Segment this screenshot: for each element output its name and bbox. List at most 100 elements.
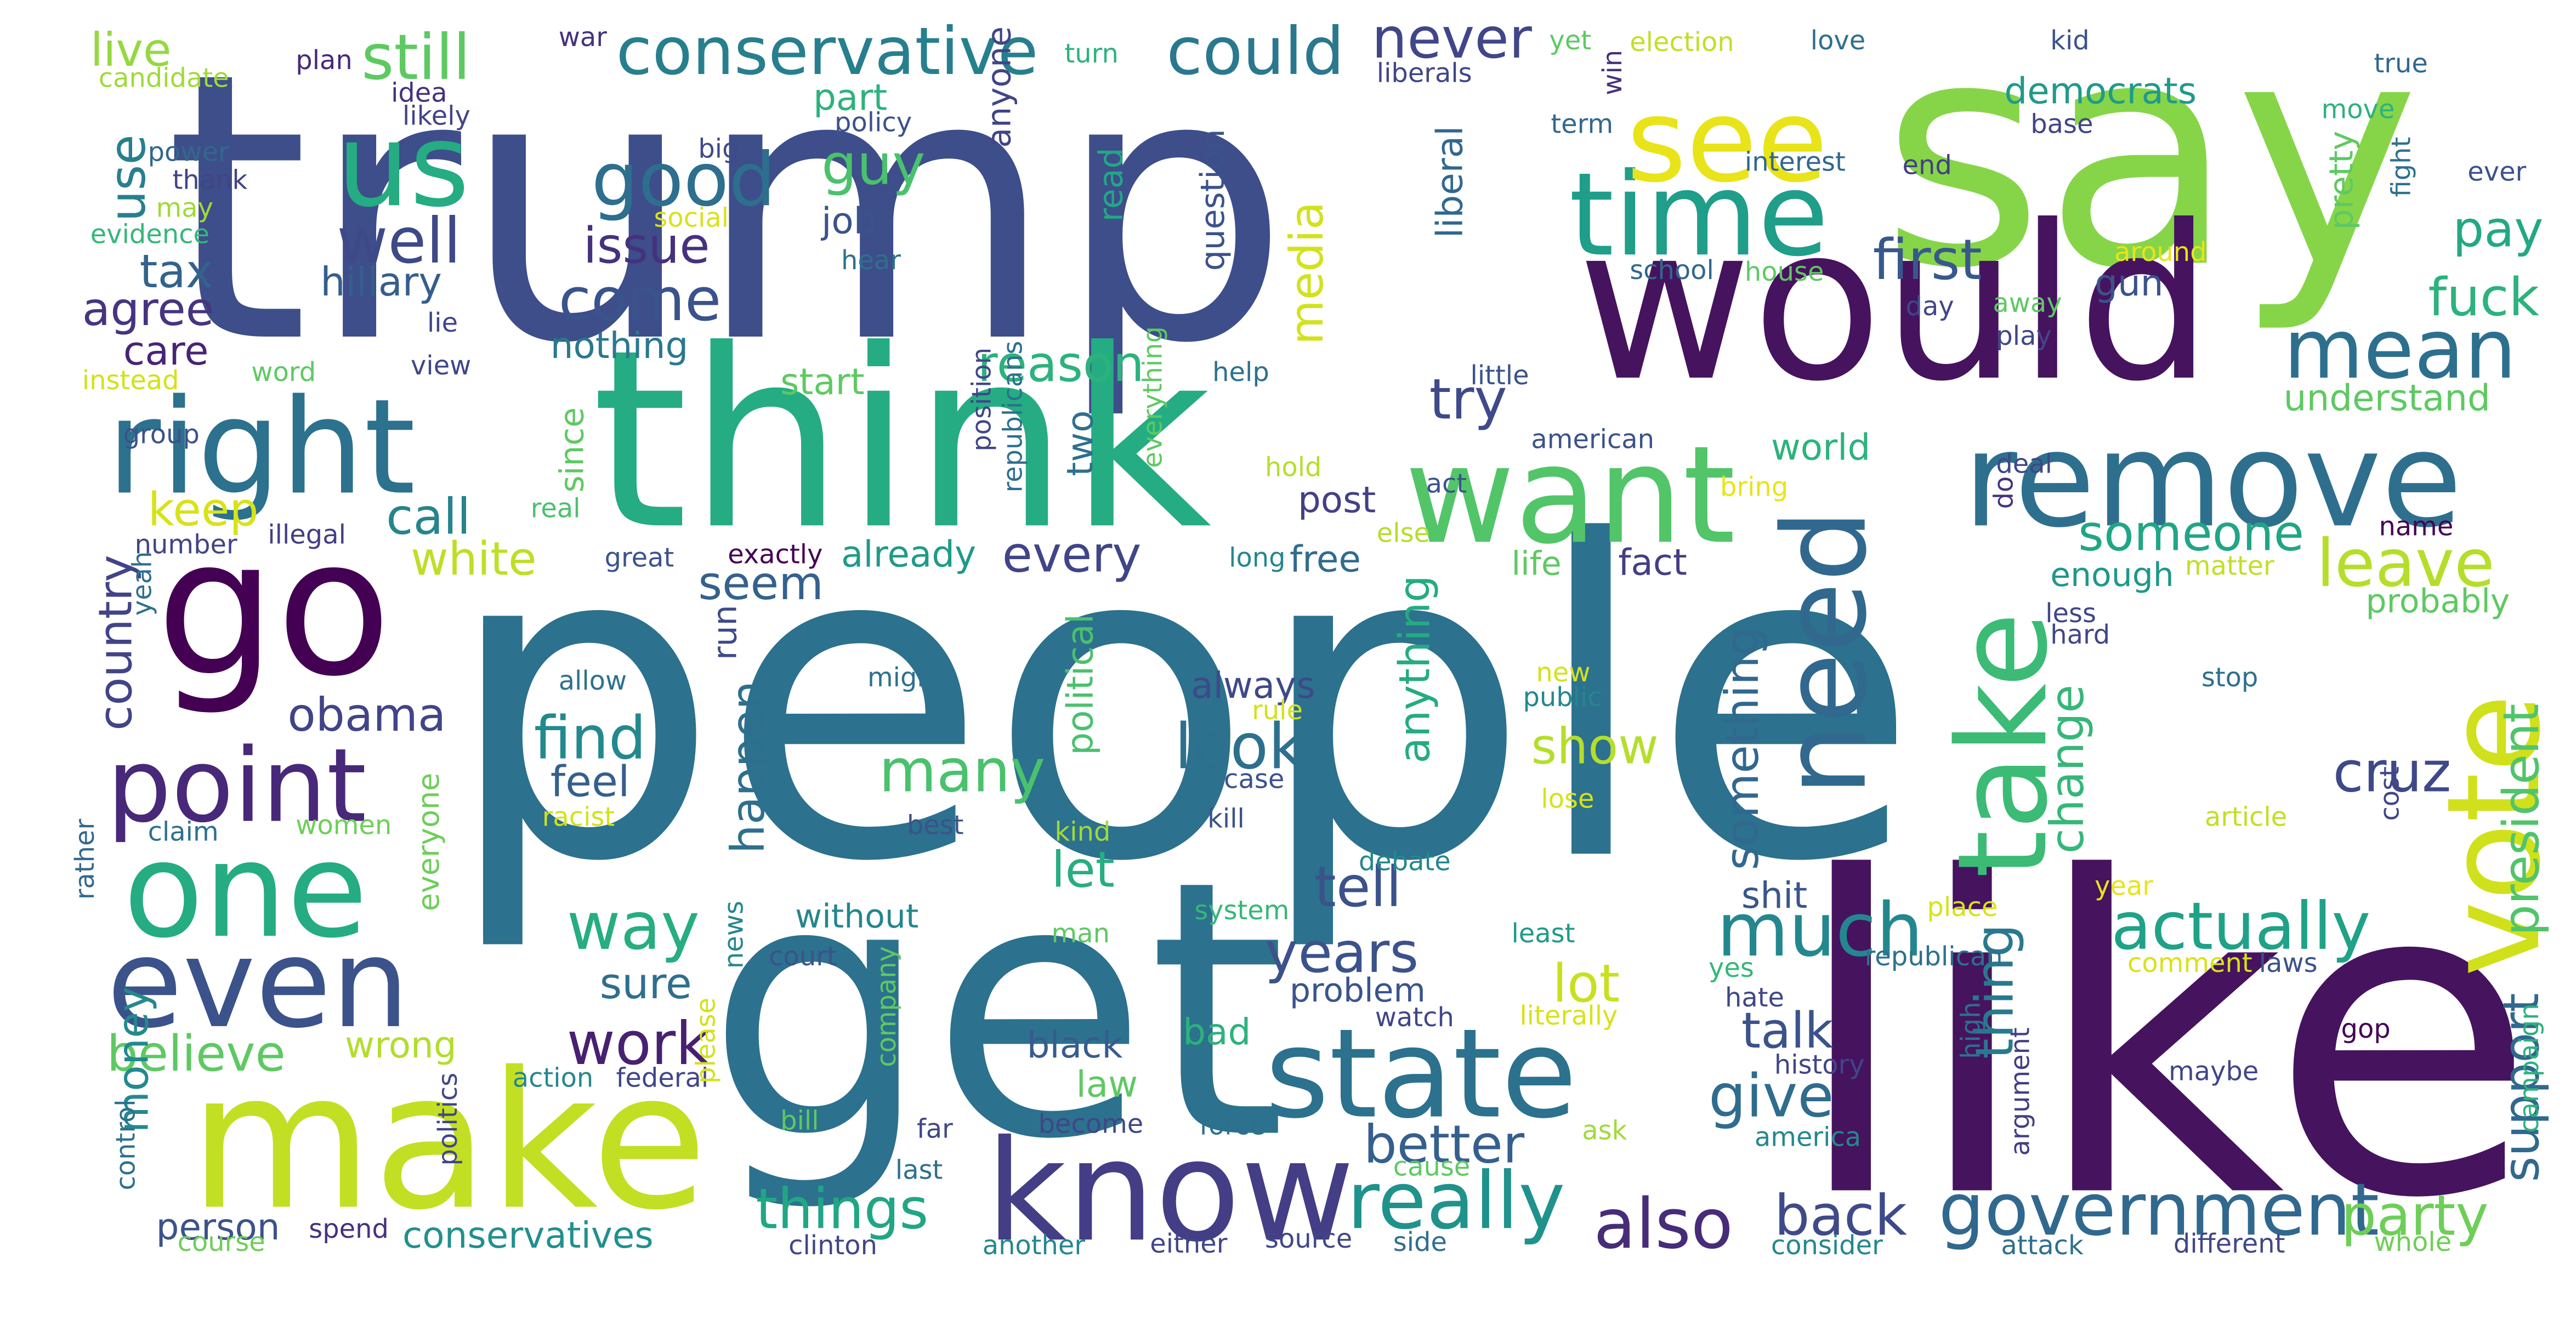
word-cause: cause	[1393, 1152, 1471, 1182]
word-away: away	[1993, 288, 2062, 318]
word-candidate: candidate	[99, 64, 229, 94]
word-fuck: fuck	[2428, 266, 2539, 328]
word-around: around	[2114, 237, 2206, 268]
word-pretty: pretty	[2323, 131, 2361, 230]
word-far: far	[917, 1114, 953, 1145]
word-obama: obama	[287, 688, 446, 742]
word-things: things	[756, 1176, 928, 1242]
word-news: news	[719, 901, 749, 969]
word-question: question	[1194, 129, 1232, 271]
word-come: come	[559, 266, 722, 334]
word-evidence: evidence	[90, 219, 209, 249]
word-well: well	[337, 204, 461, 277]
word-go: go	[156, 498, 392, 718]
word-start: start	[780, 361, 864, 403]
word-position: position	[967, 348, 997, 452]
word-think: think	[592, 297, 1212, 583]
word-liberals: liberals	[1377, 59, 1472, 89]
word-black: black	[1027, 1024, 1123, 1066]
word-call: call	[386, 488, 470, 545]
word-thank: thank	[173, 165, 248, 195]
word-least: least	[1511, 919, 1575, 949]
word-since: since	[553, 407, 592, 493]
word-cost: cost	[2375, 766, 2405, 821]
word-control: control	[111, 1099, 141, 1190]
word-job: job	[820, 200, 876, 242]
word-matter: matter	[2185, 551, 2274, 581]
word-try: try	[1429, 367, 1507, 433]
word-yet: yet	[1549, 26, 1591, 56]
word-media: media	[1280, 202, 1334, 345]
word-stop: stop	[2201, 663, 2258, 693]
word-republicans: republicans	[998, 341, 1029, 493]
word-clinton: clinton	[788, 1231, 877, 1261]
word-change: change	[2040, 685, 2094, 854]
word-money: money	[109, 987, 158, 1133]
word-conservatives: conservatives	[402, 1214, 654, 1256]
word-cruz: cruz	[2333, 740, 2452, 805]
word-read: read	[1092, 147, 1130, 221]
word-without: without	[795, 897, 918, 936]
word-idea: idea	[391, 78, 447, 109]
word-better: better	[1364, 1113, 1525, 1175]
word-whole: whole	[2374, 1227, 2452, 1258]
word-history: history	[1774, 1050, 1865, 1080]
word-instead: instead	[82, 366, 179, 396]
word-another: another	[983, 1231, 1086, 1261]
word-american: american	[1531, 425, 1654, 455]
word-hillary: hillary	[320, 259, 442, 305]
word-state: state	[1265, 1002, 1577, 1146]
word-love: love	[1811, 26, 1865, 56]
word-source: source	[1265, 1224, 1352, 1254]
word-vote: vote	[2420, 694, 2569, 977]
word-problem: problem	[1290, 971, 1426, 1010]
word-view: view	[411, 351, 471, 381]
word-back: back	[1774, 1183, 1907, 1248]
word-really: really	[1347, 1155, 1565, 1247]
word-life: life	[1511, 544, 1561, 583]
word-hear: hear	[841, 246, 901, 276]
word-anything: anything	[1391, 575, 1440, 763]
word-republican: republican	[1865, 942, 2003, 972]
word-many: many	[879, 737, 1045, 806]
word-trump: trump	[164, 0, 1290, 424]
word-watch: watch	[1375, 1003, 1454, 1033]
word-action: action	[513, 1063, 593, 1094]
word-mean: mean	[2284, 302, 2517, 397]
word-claim: claim	[148, 817, 219, 847]
word-reason: reason	[978, 336, 1144, 393]
word-see: see	[1626, 74, 1828, 208]
word-less: less	[2045, 599, 2096, 629]
word-yes: yes	[1709, 953, 1754, 983]
word-base: base	[2030, 110, 2093, 140]
word-number: number	[135, 530, 237, 560]
word-bring: bring	[1720, 473, 1788, 503]
word-actually: actually	[2111, 889, 2370, 965]
word-end: end	[1903, 150, 1952, 180]
word-law: law	[1076, 1063, 1138, 1106]
word-article: article	[2205, 803, 2287, 833]
word-real: real	[531, 493, 581, 524]
word-great: great	[605, 543, 674, 573]
word-win: win	[1598, 50, 1628, 95]
word-nothing: nothing	[551, 325, 689, 367]
word-use: use	[100, 134, 157, 221]
word-two: two	[1059, 411, 1101, 476]
word-ask: ask	[1582, 1116, 1627, 1146]
word-do: do	[1989, 476, 2019, 509]
word-world: world	[1771, 426, 1870, 469]
word-would: would	[1577, 180, 2212, 428]
word-look: look	[1174, 710, 1304, 783]
word-allow: allow	[559, 666, 627, 696]
word-company: company	[872, 946, 902, 1067]
word-new: new	[1536, 658, 1590, 688]
word-attack: attack	[2001, 1231, 2084, 1261]
word-thing: thing	[1964, 924, 2025, 1059]
word-please: please	[691, 998, 721, 1084]
word-political: political	[1059, 614, 1101, 755]
word-get: get	[706, 805, 1286, 1216]
word-good: good	[592, 136, 776, 223]
word-pay: pay	[2453, 201, 2543, 258]
word-course: course	[178, 1227, 265, 1258]
word-war: war	[559, 22, 608, 53]
